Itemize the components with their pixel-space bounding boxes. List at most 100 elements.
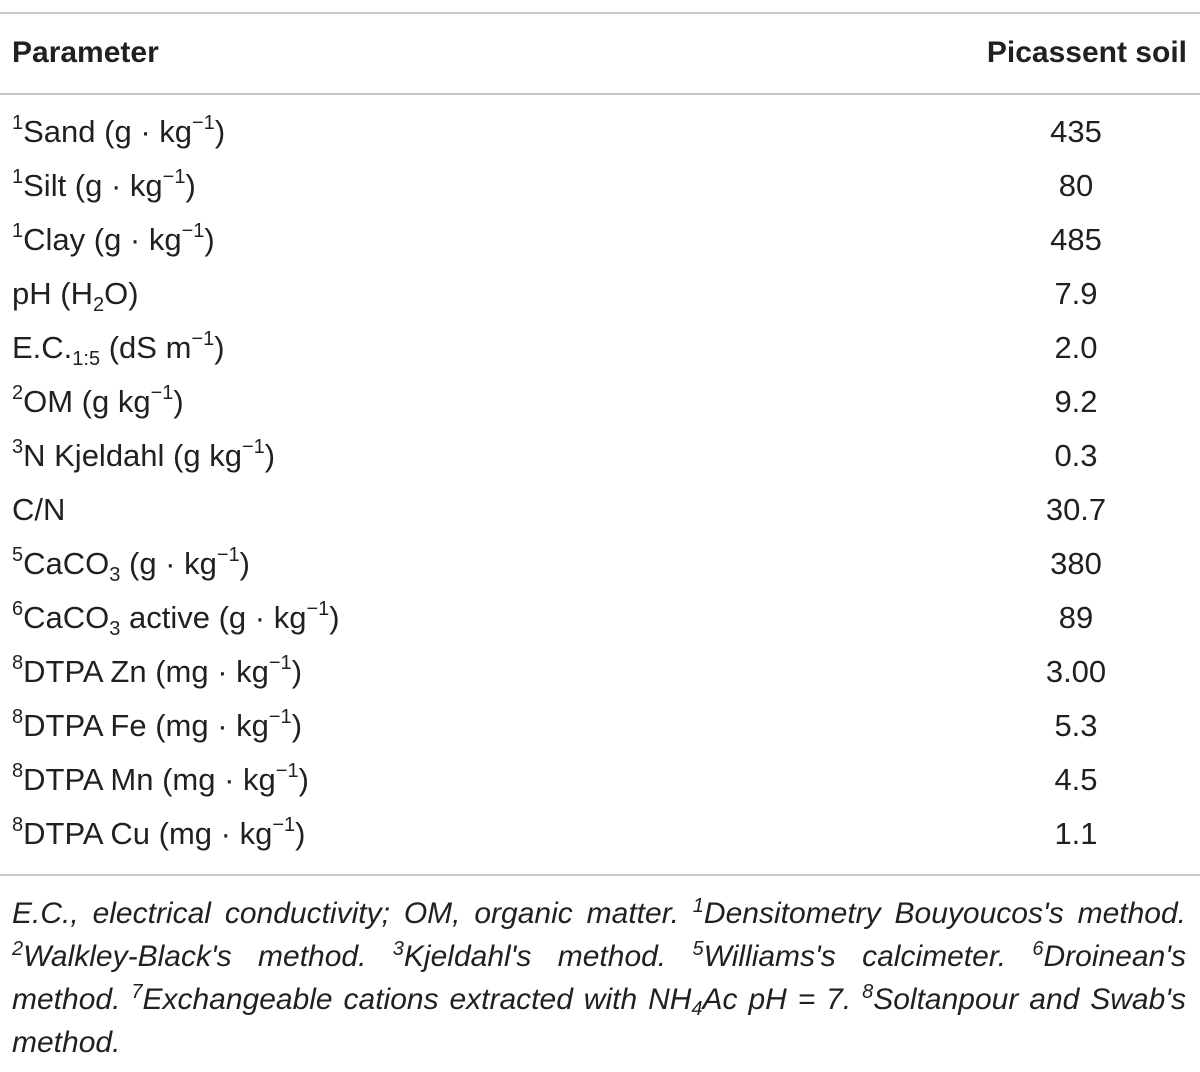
parameter-text: ) [329, 600, 340, 635]
value-cell: 4.5 [1054, 762, 1098, 797]
subscript: 4 [691, 998, 703, 1020]
footnote-marker: 2 [12, 382, 24, 404]
footnote-marker: 1 [692, 895, 704, 917]
parameter-text: (dS m [100, 330, 192, 365]
footnote-marker: 1 [12, 112, 24, 134]
parameter-text: Silt (g · kg [23, 168, 163, 203]
parameter-cell: 1Sand (g · kg−1) [12, 105, 225, 159]
footnote-marker: 3 [392, 938, 404, 960]
parameter-text: ) [291, 708, 303, 743]
value-cell: 30.7 [1045, 492, 1107, 527]
parameter-text: DTPA Zn (mg · kg [23, 654, 269, 689]
unit-exponent: −1 [192, 112, 215, 134]
footnote-marker: 8 [12, 706, 24, 728]
parameter-cell: 1Silt (g · kg−1) [12, 159, 196, 213]
value-cell: 485 [1050, 222, 1102, 257]
value-cell: 80 [1058, 168, 1094, 203]
unit-exponent: −1 [181, 220, 205, 242]
table-row: E.C.1:5 (dS m−1) 2.0 [0, 321, 1200, 375]
value-cell: 89 [1058, 600, 1094, 635]
parameter-text: (g · kg [120, 546, 217, 581]
footnote-marker: 8 [12, 760, 24, 782]
table-body: 1Sand (g · kg−1) 435 1Silt (g · kg−1) 80 1Cl… [0, 105, 1200, 861]
value-cell: 0.3 [1054, 438, 1098, 473]
footnote-marker: 5 [12, 544, 24, 566]
subscript: 2 [92, 294, 105, 316]
parameter-cell: 1Clay (g · kg−1) [12, 213, 215, 267]
footnote-text: Walkley-Black's method. [23, 940, 393, 973]
parameter-cell: 8DTPA Fe (mg · kg−1) [12, 699, 302, 753]
value-cell: 2.0 [1054, 330, 1098, 365]
parameter-cell: 8DTPA Mn (mg · kg−1) [12, 753, 309, 807]
value-cell: 435 [1050, 114, 1102, 149]
table-row: 1Sand (g · kg−1) 435 [0, 105, 1200, 159]
value-cell: 380 [1050, 546, 1102, 581]
parameter-text: ) [298, 762, 309, 797]
footnote-marker: 1 [12, 166, 24, 188]
footnote-marker: 2 [12, 938, 24, 960]
table-row: 1Silt (g · kg−1) 80 [0, 159, 1200, 213]
parameter-text: N Kjeldahl (g kg [23, 438, 242, 473]
parameter-text: pH (H [12, 276, 93, 311]
footnote-text: Exchangeable cations extracted with NH [142, 983, 692, 1016]
unit-exponent: −1 [150, 382, 174, 404]
table-row: C/N 30.7 [0, 483, 1200, 537]
table-row: 1Clay (g · kg−1) 485 [0, 213, 1200, 267]
parameter-text: ) [291, 654, 303, 689]
table-row: 8DTPA Cu (mg · kg−1) 1.1 [0, 807, 1200, 861]
footnote-text: E.C., electrical conductivity; OM, organ… [12, 897, 693, 930]
value-cell: 7.9 [1054, 276, 1098, 311]
parameter-cell: 8DTPA Cu (mg · kg−1) [12, 807, 305, 861]
parameter-text: Sand (g · kg [23, 114, 192, 149]
parameter-text: active (g · kg [120, 600, 307, 635]
table-row: 5CaCO3 (g · kg−1) 380 [0, 537, 1200, 591]
value-cell: 3.00 [1045, 654, 1107, 689]
parameter-text: CaCO [23, 600, 110, 635]
parameter-text: OM (g kg [23, 384, 151, 419]
unit-exponent: −1 [306, 598, 330, 620]
parameter-text: ) [295, 816, 306, 851]
parameter-text: Clay (g · kg [23, 222, 182, 257]
footnote-text: Ac pH = 7. [702, 983, 863, 1016]
subscript: 1:5 [72, 348, 101, 370]
parameter-text: ) [264, 438, 276, 473]
footnote-marker: 5 [692, 938, 704, 960]
footnote-marker: 6 [12, 598, 24, 620]
footnote-text: Kjeldahl's method. [403, 940, 693, 973]
parameter-text: CaCO [23, 546, 110, 581]
parameter-text: ) [239, 546, 250, 581]
footnote-marker: 3 [12, 436, 24, 458]
parameter-text: DTPA Mn (mg · kg [23, 762, 276, 797]
parameter-cell: 8DTPA Zn (mg · kg−1) [12, 645, 302, 699]
unit-exponent: −1 [191, 328, 215, 350]
unit-exponent: −1 [268, 652, 292, 674]
subscript: 3 [109, 564, 121, 586]
value-cell: 5.3 [1054, 708, 1098, 743]
parameter-text: O) [104, 276, 139, 311]
table-footnote: E.C., electrical conductivity; OM, organ… [12, 892, 1186, 1064]
parameter-cell: 3N Kjeldahl (g kg−1) [12, 429, 275, 483]
parameter-text: DTPA Cu (mg · kg [23, 816, 273, 851]
table-row: 8DTPA Mn (mg · kg−1) 4.5 [0, 753, 1200, 807]
parameter-text: C/N [12, 492, 66, 527]
parameter-text: DTPA Fe (mg · kg [23, 708, 269, 743]
value-cell: 1.1 [1054, 816, 1098, 851]
footnote-text: Droinean's method. [12, 940, 1186, 1016]
unit-exponent: −1 [241, 436, 265, 458]
parameter-text: E.C. [12, 330, 73, 365]
table-row: 6CaCO3 active (g · kg−1) 89 [0, 591, 1200, 645]
table-row: 3N Kjeldahl (g kg−1) 0.3 [0, 429, 1200, 483]
header-parameter: Parameter [12, 36, 159, 69]
footnote-marker: 8 [862, 981, 874, 1003]
parameter-text: ) [185, 168, 196, 203]
footnote-marker: 1 [12, 220, 24, 242]
footnote-text: Soltanpour and Swab's method. [12, 983, 1187, 1059]
footnote-marker: 8 [12, 652, 24, 674]
unit-exponent: −1 [272, 814, 296, 836]
parameter-text: ) [214, 330, 225, 365]
table-row: 8DTPA Fe (mg · kg−1) 5.3 [0, 699, 1200, 753]
header-rule [0, 93, 1200, 95]
parameter-text: ) [214, 114, 226, 149]
parameter-cell: pH (H2O) [12, 267, 139, 321]
footnote-marker: 7 [131, 981, 143, 1003]
